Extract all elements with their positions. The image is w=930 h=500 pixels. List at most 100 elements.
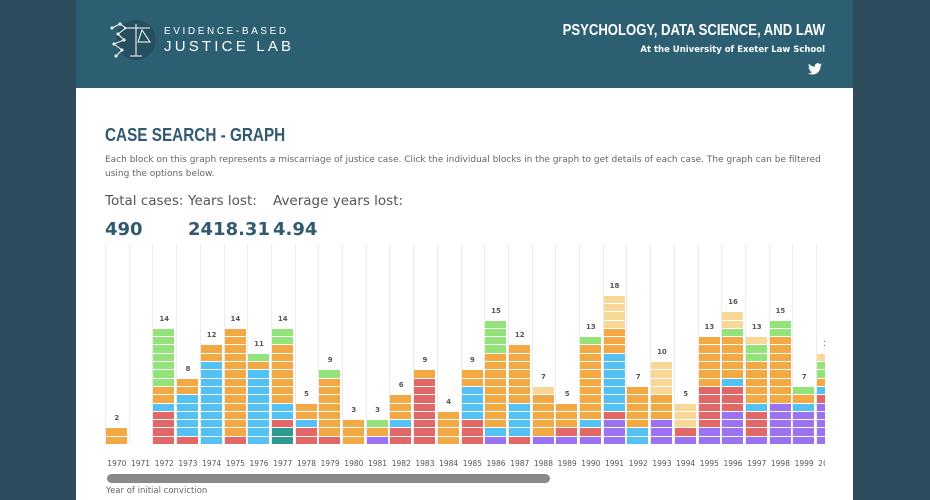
case-block[interactable] bbox=[698, 352, 720, 361]
case-block[interactable] bbox=[485, 394, 507, 403]
case-block[interactable] bbox=[295, 419, 317, 428]
case-block[interactable] bbox=[271, 352, 293, 361]
case-block[interactable] bbox=[580, 361, 601, 370]
case-block[interactable] bbox=[580, 377, 601, 386]
case-block[interactable] bbox=[532, 394, 554, 403]
case-block[interactable] bbox=[769, 402, 791, 411]
case-block[interactable] bbox=[485, 352, 507, 361]
case-block[interactable] bbox=[745, 419, 767, 428]
case-block[interactable] bbox=[651, 410, 673, 420]
case-block[interactable] bbox=[508, 410, 530, 420]
case-block[interactable] bbox=[319, 377, 341, 386]
case-block[interactable] bbox=[177, 419, 199, 428]
case-block[interactable] bbox=[485, 402, 507, 411]
case-block[interactable] bbox=[603, 361, 625, 370]
case-block[interactable] bbox=[603, 410, 625, 420]
case-block[interactable] bbox=[698, 361, 720, 370]
case-block[interactable] bbox=[461, 435, 483, 444]
case-block[interactable] bbox=[177, 377, 199, 386]
case-block[interactable] bbox=[461, 369, 483, 378]
case-block[interactable] bbox=[745, 410, 767, 420]
case-block[interactable] bbox=[200, 394, 222, 403]
case-block[interactable] bbox=[532, 435, 554, 444]
case-block[interactable] bbox=[390, 435, 412, 444]
case-block[interactable] bbox=[769, 410, 791, 420]
case-block[interactable] bbox=[722, 361, 744, 370]
case-block[interactable] bbox=[580, 402, 601, 411]
case-block[interactable] bbox=[556, 402, 578, 411]
case-block[interactable] bbox=[532, 427, 554, 436]
case-block[interactable] bbox=[224, 427, 246, 436]
case-block[interactable] bbox=[817, 427, 825, 436]
case-block[interactable] bbox=[461, 419, 483, 428]
case-block[interactable] bbox=[177, 402, 199, 411]
case-block[interactable] bbox=[106, 435, 127, 444]
case-block[interactable] bbox=[674, 410, 696, 420]
case-block[interactable] bbox=[603, 344, 625, 353]
case-block[interactable] bbox=[722, 344, 744, 353]
case-block[interactable] bbox=[508, 352, 530, 361]
case-block[interactable] bbox=[153, 419, 175, 428]
case-block[interactable] bbox=[153, 410, 175, 420]
case-block[interactable] bbox=[674, 435, 696, 444]
case-block[interactable] bbox=[177, 410, 199, 420]
case-block[interactable] bbox=[769, 394, 791, 403]
case-block[interactable] bbox=[651, 402, 673, 411]
case-block[interactable] bbox=[556, 410, 578, 420]
case-block[interactable] bbox=[200, 385, 222, 395]
case-block[interactable] bbox=[603, 419, 625, 428]
case-block[interactable] bbox=[769, 327, 791, 337]
case-block[interactable] bbox=[603, 394, 625, 403]
case-block[interactable] bbox=[745, 435, 767, 444]
case-block[interactable] bbox=[769, 352, 791, 361]
case-block[interactable] bbox=[485, 361, 507, 370]
case-block[interactable] bbox=[153, 369, 175, 378]
case-block[interactable] bbox=[603, 377, 625, 386]
case-block[interactable] bbox=[461, 377, 483, 386]
case-block[interactable] bbox=[153, 427, 175, 436]
case-block[interactable] bbox=[603, 311, 625, 320]
case-block[interactable] bbox=[817, 419, 825, 428]
case-block[interactable] bbox=[271, 410, 293, 420]
case-block[interactable] bbox=[485, 377, 507, 386]
case-block[interactable] bbox=[745, 336, 767, 345]
case-block[interactable] bbox=[248, 369, 270, 378]
case-block[interactable] bbox=[532, 410, 554, 420]
case-block[interactable] bbox=[485, 336, 507, 345]
case-block[interactable] bbox=[200, 361, 222, 370]
case-block[interactable] bbox=[485, 327, 507, 337]
twitter-icon[interactable] bbox=[808, 63, 822, 75]
case-block[interactable] bbox=[343, 427, 364, 436]
case-block[interactable] bbox=[366, 419, 388, 428]
case-block[interactable] bbox=[722, 377, 744, 386]
case-block[interactable] bbox=[508, 377, 530, 386]
case-block[interactable] bbox=[793, 427, 815, 436]
case-block[interactable] bbox=[698, 435, 720, 444]
case-block[interactable] bbox=[248, 427, 270, 436]
case-block[interactable] bbox=[224, 327, 246, 337]
case-block[interactable] bbox=[224, 377, 246, 386]
case-block[interactable] bbox=[817, 352, 825, 361]
case-block[interactable] bbox=[224, 419, 246, 428]
case-block[interactable] bbox=[722, 352, 744, 361]
case-block[interactable] bbox=[224, 344, 246, 353]
case-block[interactable] bbox=[698, 344, 720, 353]
case-block[interactable] bbox=[769, 419, 791, 428]
case-block[interactable] bbox=[248, 435, 270, 444]
case-block[interactable] bbox=[153, 377, 175, 386]
case-block[interactable] bbox=[769, 344, 791, 353]
case-block[interactable] bbox=[745, 352, 767, 361]
case-block[interactable] bbox=[722, 311, 744, 320]
case-block[interactable] bbox=[248, 385, 270, 395]
case-block[interactable] bbox=[698, 394, 720, 403]
case-block[interactable] bbox=[627, 394, 649, 403]
case-block[interactable] bbox=[248, 394, 270, 403]
case-block[interactable] bbox=[224, 336, 246, 345]
case-block[interactable] bbox=[603, 385, 625, 395]
case-block[interactable] bbox=[722, 427, 744, 436]
case-block[interactable] bbox=[153, 327, 175, 337]
case-block[interactable] bbox=[722, 410, 744, 420]
case-block[interactable] bbox=[508, 402, 530, 411]
case-block[interactable] bbox=[271, 419, 293, 428]
case-block[interactable] bbox=[295, 410, 317, 420]
